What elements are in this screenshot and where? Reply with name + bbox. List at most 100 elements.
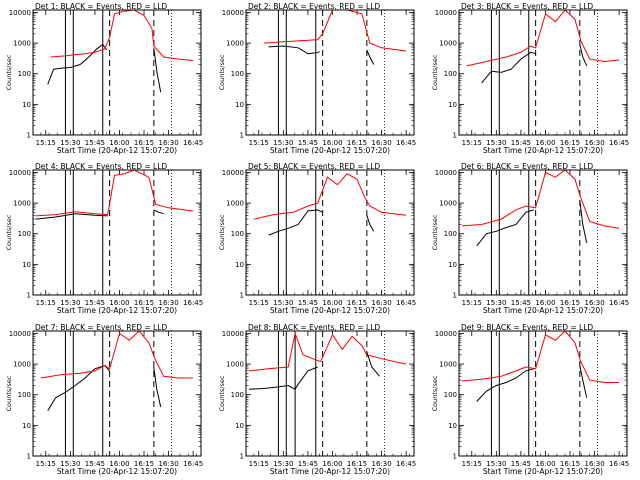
x-axis-label: Start Time (20-Apr-12 15:07:20) [270, 467, 390, 476]
x-tick-label: 15:45 [298, 139, 318, 147]
y-tick-label: 100 [18, 70, 31, 78]
x-tick-label: 15:30 [486, 299, 506, 307]
y-tick-label: 10 [448, 422, 457, 430]
x-tick-label: 15:45 [298, 299, 318, 307]
y-tick-label: 1000 [13, 361, 31, 369]
y-tick-label: 100 [444, 70, 457, 78]
y-tick-label: 10000 [435, 9, 457, 17]
plot-frame [32, 330, 202, 457]
y-tick-label: 1 [240, 132, 244, 140]
x-tick-label: 16:15 [347, 299, 367, 307]
y-axis-label: Counts/sec [218, 214, 226, 250]
x-tick-label: 16:15 [560, 460, 580, 468]
events-series-line [366, 351, 380, 377]
panel-title: Det 9: BLACK = Events, RED = LLD [461, 323, 593, 332]
x-tick-label: 16:30 [158, 139, 178, 147]
events-series-line [47, 43, 108, 85]
events-series-line [47, 364, 110, 411]
x-tick-label: 15:30 [486, 139, 506, 147]
x-tick-label: 16:00 [322, 139, 342, 147]
x-tick-label: 16:45 [609, 139, 629, 147]
x-tick-label: 15:15 [36, 299, 56, 307]
x-tick-label: 16:30 [371, 299, 391, 307]
x-tick-label: 16:30 [158, 299, 178, 307]
x-tick-label: 16:30 [584, 460, 604, 468]
x-tick-label: 16:00 [109, 299, 129, 307]
x-tick-label: 15:15 [249, 299, 269, 307]
y-tick-label: 100 [231, 391, 244, 399]
events-series-line [579, 365, 588, 398]
events-series-line [579, 44, 588, 67]
x-tick-label: 15:30 [273, 299, 293, 307]
x-tick-label: 16:15 [560, 299, 580, 307]
x-tick-label: 15:15 [36, 460, 56, 468]
events-series-line [268, 45, 320, 55]
marker-lines [490, 331, 598, 456]
events-series-line [366, 49, 375, 65]
series-group [35, 170, 194, 220]
y-tick-label: 1 [240, 453, 244, 461]
x-axis-label: Start Time (20-Apr-12 15:07:20) [57, 146, 177, 155]
series-group [253, 173, 407, 236]
lld-series-line [253, 173, 407, 220]
marker-lines [64, 331, 172, 456]
x-tick-label: 15:45 [85, 460, 105, 468]
x-tick-label: 16:30 [584, 299, 604, 307]
marker-lines [277, 10, 385, 135]
y-axis-label: Counts/sec [5, 375, 13, 411]
detector-panel: Det 9: BLACK = Events, RED = LLD 1 10 100 10… [431, 323, 629, 476]
y-tick-label: 100 [231, 230, 244, 238]
x-tick-label: 15:30 [60, 460, 80, 468]
series-group [47, 10, 194, 93]
x-tick-label: 16:45 [183, 460, 203, 468]
y-tick-label: 100 [18, 391, 31, 399]
y-tick-label: 1 [27, 292, 31, 300]
x-tick-label: 15:15 [462, 460, 482, 468]
y-tick-label: 100 [18, 230, 31, 238]
x-tick-label: 16:45 [396, 460, 416, 468]
events-series-line [248, 366, 318, 390]
y-tick-label: 10 [235, 261, 244, 269]
x-axis-label: Start Time (20-Apr-12 15:07:20) [270, 306, 390, 315]
x-tick-label: 15:30 [486, 460, 506, 468]
x-tick-label: 15:30 [60, 139, 80, 147]
y-tick-label: 1 [27, 453, 31, 461]
y-tick-label: 1000 [226, 40, 244, 48]
x-tick-label: 16:00 [535, 460, 555, 468]
y-tick-label: 1000 [13, 200, 31, 208]
y-axis-label: Counts/sec [5, 214, 13, 250]
detector-panel: Det 7: BLACK = Events, RED = LLD 1 10 100 10… [5, 323, 203, 476]
x-axis-label: Start Time (20-Apr-12 15:07:20) [270, 146, 390, 155]
x-tick-label: 15:45 [511, 460, 531, 468]
x-axis-label: Start Time (20-Apr-12 15:07:20) [57, 306, 177, 315]
y-axis-label: Counts/sec [5, 54, 13, 90]
events-series-line [481, 51, 536, 84]
x-tick-label: 16:00 [322, 299, 342, 307]
panel-title: Det 6: BLACK = Events, RED = LLD [461, 162, 593, 171]
y-tick-label: 10 [22, 422, 31, 430]
y-tick-label: 10 [235, 422, 244, 430]
y-tick-label: 10 [22, 101, 31, 109]
y-tick-label: 1 [27, 132, 31, 140]
x-tick-label: 15:45 [85, 139, 105, 147]
y-tick-label: 1 [453, 453, 457, 461]
plot-frame [32, 9, 202, 136]
panel-title: Det 4: BLACK = Events, RED = LLD [35, 162, 167, 171]
plot-frame [458, 9, 628, 136]
x-tick-label: 15:15 [462, 299, 482, 307]
y-tick-label: 10000 [9, 169, 31, 177]
y-tick-label: 10 [448, 261, 457, 269]
lld-series-line [263, 10, 407, 52]
y-tick-label: 1 [453, 132, 457, 140]
marker-lines [490, 170, 598, 295]
y-tick-label: 10000 [222, 330, 244, 338]
lld-series-line [35, 170, 194, 217]
x-tick-label: 15:15 [462, 139, 482, 147]
x-tick-label: 16:30 [584, 139, 604, 147]
y-axis-label: Counts/sec [431, 375, 439, 411]
events-series-line [579, 200, 588, 244]
panel-title: Det 3: BLACK = Events, RED = LLD [461, 2, 593, 11]
x-tick-label: 15:30 [60, 299, 80, 307]
panel-title: Det 1: BLACK = Events, RED = LLD [35, 2, 167, 11]
